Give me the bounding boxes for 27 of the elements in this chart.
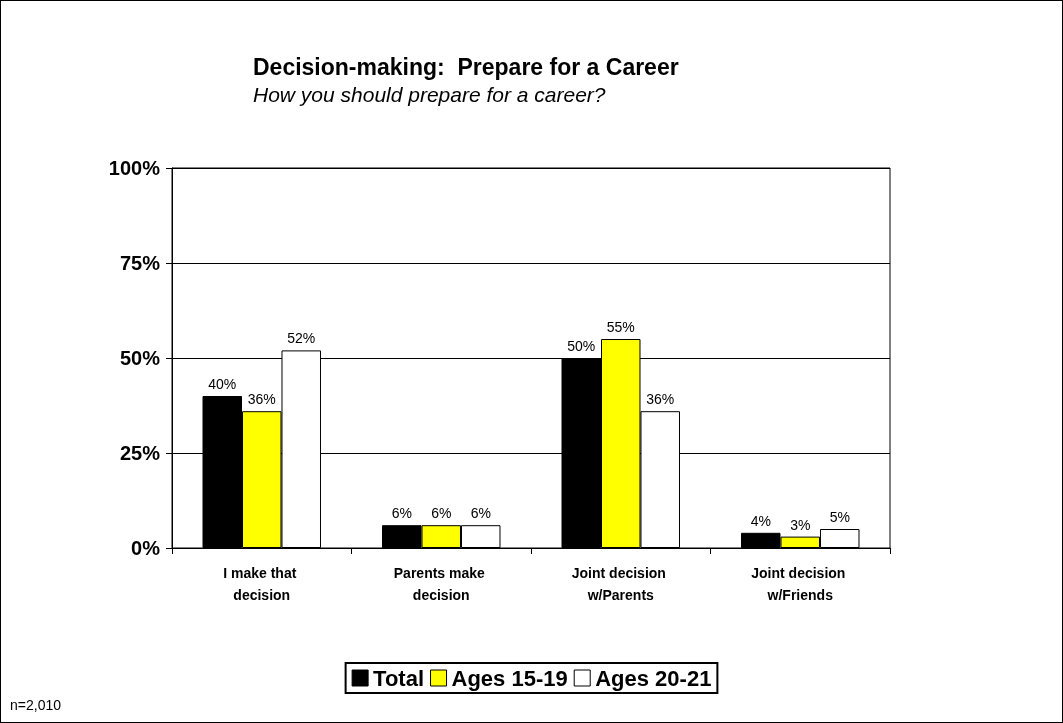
data-label: 50% [567,338,596,354]
y-tick-label: 50% [119,347,161,369]
data-label: 5% [829,509,850,525]
legend-label: Total [373,665,425,691]
data-label: 40% [208,376,237,392]
legend-label: Ages 15-19 [451,665,568,691]
y-tick-label: 75% [119,252,161,274]
chart-subtitle: How you should prepare for a career? [253,83,606,106]
x-tick-label: Joint decision w/Friends [751,565,850,603]
chart-title: Decision-making: Prepare for a Career [253,53,679,80]
text: n=2,010 [10,697,61,713]
y-tick-label: 0% [131,537,161,559]
data-label: 6% [431,505,452,522]
data-label: 36% [247,391,276,408]
x-tick-label: Joint decision w/Parents [571,565,670,603]
legend-label: Ages 20-21 [595,665,712,691]
data-label: 55% [606,319,635,335]
x-tick-label: I make that decision [223,565,301,603]
data-label: 6% [391,505,412,522]
data-label: 3% [790,516,811,533]
x-tick-label: Parents make decision [393,565,489,603]
data-label: 52% [287,330,316,347]
data-label: 36% [646,391,675,408]
data-label: 6% [470,505,491,522]
y-tick-label: 100% [108,157,161,179]
y-tick-label: 25% [119,442,161,464]
data-label: 4% [750,512,771,529]
